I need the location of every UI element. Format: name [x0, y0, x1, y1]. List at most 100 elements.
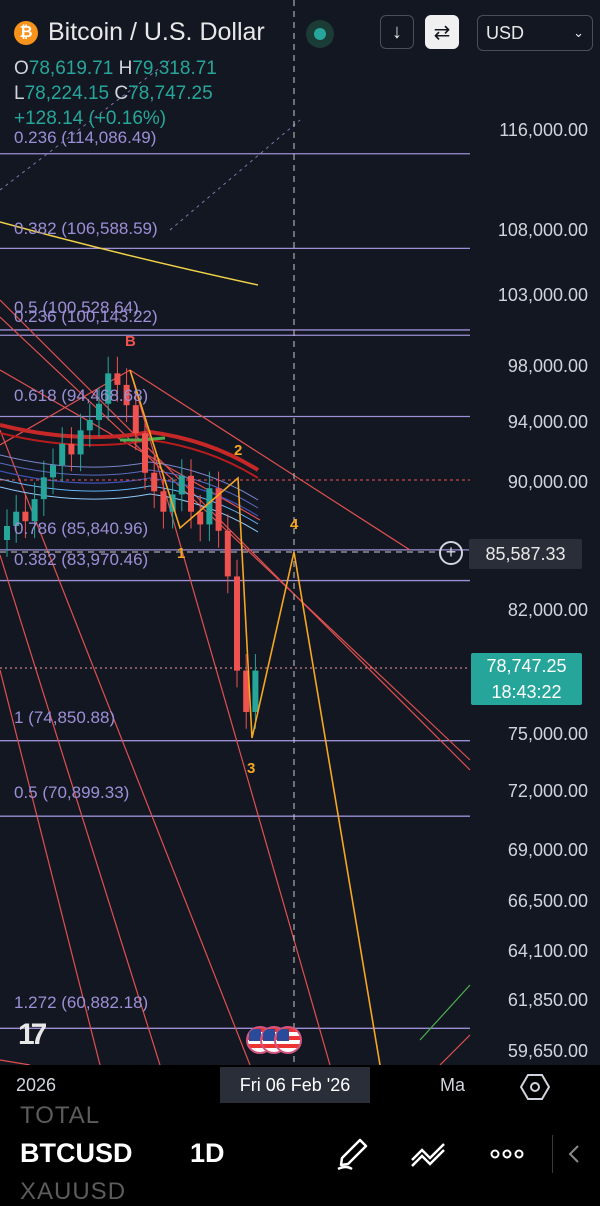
trend-line [0, 554, 161, 1065]
low-label: L [14, 83, 25, 104]
candle-body [123, 384, 130, 406]
reset-view-icon[interactable] [520, 1072, 550, 1102]
trend-line [129, 369, 411, 551]
candle-body [105, 373, 112, 404]
us-flag-icon[interactable] [260, 1026, 288, 1054]
candle-body [59, 443, 66, 466]
tradingview-logo: 17 [18, 1018, 47, 1051]
ghost-symbol: TOTAL [20, 1102, 101, 1129]
y-tick: 116,000.00 [499, 120, 588, 140]
indicator-icon[interactable] [408, 1134, 448, 1174]
trend-line [0, 429, 251, 1065]
current-price-tag: 78,747.25 18:43:22 [471, 653, 582, 705]
fib-label: 0.5 (70,899.33) [14, 783, 130, 802]
economic-events[interactable] [246, 1026, 316, 1058]
candle-body [77, 430, 84, 455]
more-icon[interactable] [487, 1134, 527, 1174]
candle-body [234, 576, 240, 671]
drawing-layer [0, 0, 471, 1065]
candle-body [160, 491, 167, 512]
fib-label: 0.618 (94,468.68) [14, 386, 149, 405]
us-flag-icon[interactable] [274, 1026, 302, 1054]
symbol-title[interactable]: ₿ Bitcoin / U.S. Dollar [14, 18, 265, 47]
wave-path [129, 369, 381, 1065]
low-value: 78,224.15 [24, 83, 110, 104]
candle-body [4, 526, 10, 540]
x-tick: Ma [440, 1075, 466, 1095]
interval-select[interactable]: 1D [190, 1138, 225, 1168]
y-tick: 69,000.00 [507, 840, 588, 860]
chart-canvas[interactable] [0, 0, 600, 1065]
candle-body [13, 511, 20, 527]
y-tick: 75,000.00 [507, 724, 588, 744]
guide-line [0, 59, 171, 191]
bitcoin-icon: ₿ [14, 20, 38, 45]
y-tick: 64,100.00 [507, 941, 588, 961]
close-value: 78,747.25 [128, 83, 213, 104]
candle-body [151, 472, 158, 492]
y-tick: 108,000.00 [497, 220, 588, 240]
candle-body [114, 373, 121, 385]
candle-body [215, 488, 222, 531]
moving-average-line [0, 221, 259, 286]
trend-line [129, 369, 331, 1065]
y-tick: 72,000.00 [507, 781, 588, 801]
x-tick: 2026 [16, 1075, 57, 1095]
live-dot-icon [306, 20, 334, 48]
compare-icon[interactable]: ⇄ [425, 15, 459, 49]
y-tick: 90,000.00 [507, 472, 588, 492]
trend-line [419, 984, 471, 1041]
ema-ribbon-line [0, 454, 259, 501]
fib-label: 0.786 (85,840.96) [14, 519, 149, 538]
y-tick: 103,000.00 [497, 285, 588, 305]
high-label: H [118, 58, 133, 79]
y-tick: 59,650.00 [507, 1041, 588, 1061]
wave-label-1: 1 [177, 545, 186, 562]
y-tick: 94,000.00 [507, 412, 588, 432]
fib-label: 0.236 (100,143.22) [14, 307, 158, 326]
crosshair-price: 85,587.33 [469, 539, 582, 569]
y-tick: 98,000.00 [507, 356, 588, 376]
candle-body [206, 488, 213, 525]
arrow-down-icon[interactable]: ↓ [380, 15, 414, 49]
candles-layer [4, 356, 259, 729]
trend-line [0, 1059, 31, 1065]
y-tick: 61,850.00 [507, 990, 588, 1010]
candle-body [96, 403, 102, 420]
candle-body [40, 477, 47, 500]
ghost-symbol: XAUUSD [20, 1178, 127, 1205]
fib-label: 1 (74,850.88) [14, 708, 116, 727]
candle-body [86, 419, 93, 431]
add-alert-icon[interactable]: + [439, 541, 463, 565]
ticker-symbol[interactable]: BTCUSD [20, 1138, 133, 1168]
trend-line [439, 1034, 471, 1065]
ohlc-row-1: O78,619.71 H79,318.71 [14, 58, 217, 80]
candle-body [50, 465, 56, 478]
chevron-down-icon: ⌄ [573, 25, 584, 40]
fib-label: 0.382 (106,588.59) [14, 219, 158, 238]
currency-value: USD [486, 22, 525, 43]
y-tick: 66,500.00 [507, 891, 588, 911]
change-value: +128.14 (+0.16%) [14, 108, 167, 129]
fib-label: 1.272 (60,882.18) [14, 993, 149, 1012]
toolbar-divider [552, 1135, 553, 1173]
wave-label-4: 4 [290, 516, 299, 533]
fib-label: 0.236 (114,086.49) [14, 128, 157, 147]
high-value: 79,318.71 [132, 58, 217, 79]
candle-body [188, 475, 194, 512]
symbol-name: Bitcoin / U.S. Dollar [48, 18, 265, 46]
candle-body [22, 511, 29, 522]
crosshair-date: Fri 06 Feb '26 [220, 1067, 370, 1103]
fib-label: 0.382 (83,970.46) [14, 550, 149, 569]
currency-select[interactable]: USD ⌄ [477, 15, 593, 51]
wave-layer [129, 369, 381, 1065]
chart-area[interactable]: ₿ Bitcoin / U.S. Dollar ↓ ⇄ USD ⌄ O78,61… [0, 0, 600, 1065]
open-value: 78,619.71 [28, 58, 114, 79]
candle-body [178, 475, 185, 495]
chart-header: ₿ Bitcoin / U.S. Dollar ↓ ⇄ USD ⌄ [0, 0, 600, 70]
pencil-icon[interactable] [332, 1134, 372, 1174]
back-icon[interactable] [560, 1134, 590, 1174]
wave-label-3: 3 [247, 760, 256, 777]
trend-line [0, 316, 471, 761]
fib-label: 0.5 (100,528.64) [14, 298, 139, 317]
